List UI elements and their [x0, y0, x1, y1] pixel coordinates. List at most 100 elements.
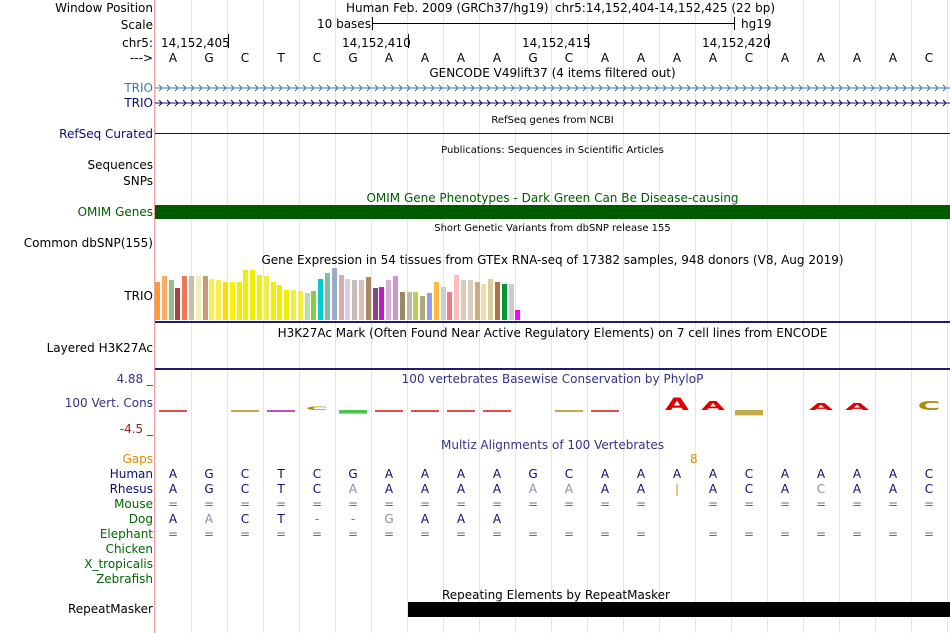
gtex-tissue-bar[interactable]: [461, 280, 466, 320]
gtex-tissue-bar[interactable]: [155, 282, 160, 320]
multiz-species-label[interactable]: Zebrafish: [96, 572, 153, 586]
gtex-tissue-bar[interactable]: [434, 282, 439, 320]
gtex-tissue-bar[interactable]: [271, 282, 276, 320]
strand-chevron: [854, 99, 859, 107]
gtex-tissue-bar[interactable]: [298, 291, 303, 320]
grid-line: [767, 0, 768, 633]
dbsnp-track-label[interactable]: Common dbSNP(155): [23, 236, 153, 250]
multiz-aligned-base: =: [311, 497, 323, 511]
gtex-tissue-bar[interactable]: [468, 280, 473, 320]
repeat-track-label[interactable]: RepeatMasker: [67, 602, 153, 616]
multiz-species-label[interactable]: Rhesus: [109, 482, 153, 496]
multiz-aligned-base: G: [348, 467, 358, 481]
gtex-tissue-bar[interactable]: [203, 276, 208, 320]
gtex-tissue-bar[interactable]: [237, 282, 242, 320]
gtex-tissue-bar[interactable]: [339, 275, 344, 320]
gtex-tissue-bar[interactable]: [502, 284, 507, 320]
strand-chevron: [358, 84, 363, 92]
gtex-tissue-bar[interactable]: [332, 268, 337, 320]
gtex-tissue-bar[interactable]: [243, 270, 248, 320]
gtex-tissue-bar[interactable]: [413, 292, 418, 320]
gtex-tissue-bar[interactable]: [223, 282, 228, 320]
gtex-tissue-bar[interactable]: [454, 275, 459, 320]
gtex-tissue-bar[interactable]: [366, 277, 371, 320]
sequence-base: C: [564, 51, 574, 65]
multiz-species-label[interactable]: Dog: [128, 512, 153, 526]
gtex-tissue-bar[interactable]: [318, 279, 323, 320]
strand-chevron: [550, 99, 555, 107]
gtex-tissue-bar[interactable]: [189, 276, 194, 320]
multiz-aligned-base: C: [240, 467, 250, 481]
gtex-tissue-bar[interactable]: [352, 280, 357, 320]
gtex-tissue-bar[interactable]: [407, 292, 412, 320]
strand-chevron: [718, 99, 723, 107]
multiz-species-label[interactable]: Human: [109, 467, 153, 481]
strand-chevron: [854, 84, 859, 92]
gtex-tissue-bar[interactable]: [345, 279, 350, 320]
pubs-track-label[interactable]: Sequences: [87, 158, 153, 172]
sequence-base: A: [600, 51, 610, 65]
omim-track-label[interactable]: OMIM Genes: [77, 205, 153, 219]
multiz-gaps-label[interactable]: Gaps: [122, 452, 153, 466]
multiz-species-label[interactable]: Elephant: [99, 527, 153, 541]
gtex-tissue-bar[interactable]: [393, 276, 398, 320]
gtex-tissue-bar[interactable]: [209, 279, 214, 320]
multiz-species-label[interactable]: Chicken: [105, 542, 153, 556]
gencode-track-title[interactable]: GENCODE V49lift37 (4 items filtered out): [429, 66, 676, 80]
gtex-tissue-bar[interactable]: [509, 284, 514, 320]
gtex-tissue-bar[interactable]: [515, 310, 520, 320]
omim-gene-bar[interactable]: [155, 205, 950, 219]
gtex-tissue-bar[interactable]: [264, 276, 269, 320]
gencode-item-label[interactable]: TRIO: [124, 81, 153, 95]
gtex-tissue-bar[interactable]: [386, 280, 391, 320]
gtex-tissue-bar[interactable]: [447, 292, 452, 320]
gtex-expression-bars[interactable]: [155, 268, 535, 320]
gtex-tissue-bar[interactable]: [169, 280, 174, 320]
gtex-tissue-bar[interactable]: [196, 276, 201, 320]
gencode-gene-features[interactable]: [155, 80, 950, 110]
gtex-tissue-bar[interactable]: [277, 285, 282, 320]
gtex-tissue-bar[interactable]: [175, 288, 180, 320]
strand-chevron: [398, 84, 403, 92]
multiz-aligned-base: -: [314, 512, 320, 526]
gtex-tissue-bar[interactable]: [230, 282, 235, 320]
gtex-tissue-bar[interactable]: [495, 282, 500, 320]
multiz-species-label[interactable]: Mouse: [114, 497, 153, 511]
gtex-tissue-bar[interactable]: [379, 287, 384, 320]
gtex-tissue-bar[interactable]: [284, 290, 289, 320]
repeat-element-bar[interactable]: [408, 602, 950, 617]
gtex-tissue-bar[interactable]: [359, 280, 364, 320]
gtex-tissue-bar[interactable]: [475, 282, 480, 320]
snps-track-label[interactable]: SNPs: [123, 174, 153, 188]
gtex-tissue-bar[interactable]: [291, 290, 296, 320]
position-text[interactable]: chr5:14,152,404-14,152,425 (22 bp): [555, 1, 776, 15]
gtex-track-label[interactable]: TRIO: [124, 289, 153, 303]
h3k27ac-track-label[interactable]: Layered H3K27Ac: [46, 341, 153, 355]
gtex-tissue-bar[interactable]: [373, 288, 378, 320]
gtex-tissue-bar[interactable]: [488, 279, 493, 320]
gtex-tissue-bar[interactable]: [257, 275, 262, 320]
gtex-tissue-bar[interactable]: [250, 270, 255, 320]
multiz-aligned-base: A: [420, 482, 430, 496]
multiz-species-label[interactable]: X_tropicalis: [84, 557, 153, 571]
gtex-tissue-bar[interactable]: [162, 276, 167, 320]
gtex-tissue-bar[interactable]: [481, 284, 486, 320]
cons-track-label[interactable]: 100 Vert. Cons: [64, 396, 153, 410]
gtex-tissue-bar[interactable]: [311, 291, 316, 320]
gtex-tissue-bar[interactable]: [427, 293, 432, 320]
strand-chevron: [686, 99, 691, 107]
strand-chevron: [222, 84, 227, 92]
gtex-tissue-bar[interactable]: [420, 296, 425, 320]
refseq-gene-line[interactable]: [155, 133, 950, 134]
gtex-tissue-bar[interactable]: [441, 287, 446, 320]
multiz-aligned-base: C: [312, 467, 322, 481]
gtex-tissue-bar[interactable]: [305, 293, 310, 320]
gtex-tissue-bar[interactable]: [400, 292, 405, 320]
gencode-item-label[interactable]: TRIO: [124, 96, 153, 110]
strand-chevron: [894, 99, 899, 107]
gtex-tissue-bar[interactable]: [216, 280, 221, 320]
gtex-tissue-bar[interactable]: [182, 276, 187, 320]
gtex-tissue-bar[interactable]: [325, 273, 330, 320]
refseq-track-label[interactable]: RefSeq Curated: [59, 127, 153, 141]
